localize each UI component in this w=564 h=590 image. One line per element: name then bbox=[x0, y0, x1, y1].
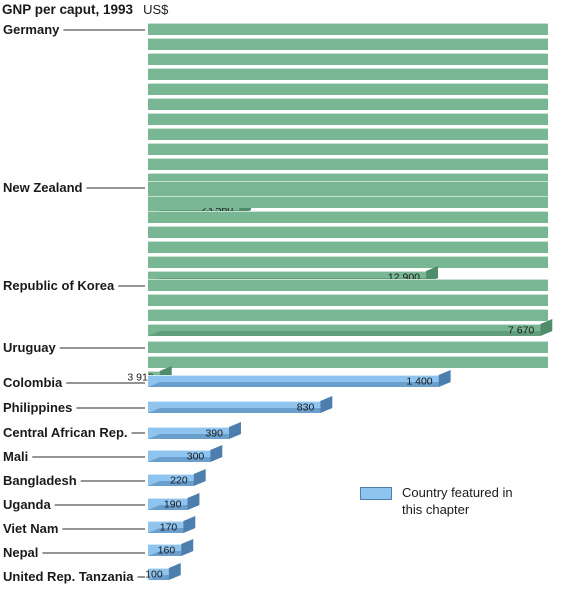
bar-value-label: 390 bbox=[205, 428, 223, 440]
bar-face bbox=[148, 196, 548, 208]
legend-swatch bbox=[360, 487, 392, 500]
bar-group: 160 Nepal bbox=[3, 539, 193, 560]
bar-side bbox=[181, 539, 193, 556]
bar-face bbox=[148, 113, 548, 125]
bar-value-label: 830 bbox=[297, 402, 315, 414]
category-label: Uruguay bbox=[3, 340, 57, 355]
bar-depth bbox=[148, 382, 451, 387]
bar-side bbox=[210, 445, 222, 462]
bar-depth bbox=[148, 331, 552, 336]
bar-face bbox=[148, 356, 548, 368]
bar-face bbox=[148, 279, 548, 291]
category-label: Republic of Korea bbox=[3, 278, 115, 293]
bar-group: 220 Bangladesh bbox=[3, 469, 206, 488]
bar-value-label: 170 bbox=[160, 522, 178, 534]
bar-face bbox=[148, 309, 548, 321]
bar-side bbox=[320, 396, 332, 413]
bar-value-label: 300 bbox=[187, 451, 205, 463]
legend: Country featured in this chapter bbox=[360, 484, 532, 518]
bar-group: 100 United Rep. Tanzania bbox=[3, 563, 181, 584]
bar-side bbox=[439, 370, 451, 387]
bar-face bbox=[148, 83, 548, 95]
category-label: Mali bbox=[3, 449, 28, 464]
bar-face bbox=[148, 23, 548, 35]
category-label: Bangladesh bbox=[3, 473, 77, 488]
bar-group: 170 Viet Nam bbox=[3, 516, 195, 536]
bar-face bbox=[148, 143, 548, 155]
bar-face bbox=[148, 256, 548, 268]
category-label: Philippines bbox=[3, 400, 72, 415]
bar-group: 1 400 Colombia bbox=[3, 370, 451, 390]
bar-value-label: 220 bbox=[170, 475, 188, 487]
category-label: Germany bbox=[3, 22, 60, 37]
bar-group: 190 Uganda bbox=[3, 493, 199, 512]
category-label: New Zealand bbox=[3, 180, 83, 195]
category-label: Central African Rep. bbox=[3, 425, 128, 440]
category-label: Uganda bbox=[3, 497, 51, 512]
bar-value-label: 160 bbox=[158, 545, 176, 557]
bar-side bbox=[183, 516, 195, 533]
bar-value-label: 100 bbox=[145, 569, 163, 581]
bar-face bbox=[148, 341, 548, 353]
bar-group: 390 Central African Rep. bbox=[3, 422, 241, 440]
bar-value-label: 190 bbox=[164, 499, 182, 511]
bar-face bbox=[148, 98, 548, 110]
bar-face bbox=[148, 38, 548, 50]
legend-label: Country featured in this chapter bbox=[402, 484, 532, 518]
bar-face bbox=[148, 158, 548, 170]
bar-side bbox=[169, 563, 181, 580]
bar-group: 300 Mali bbox=[3, 445, 222, 464]
bar-face bbox=[148, 211, 548, 223]
bar-value-label: 7 670 bbox=[508, 325, 534, 337]
bar-value-label: 1 400 bbox=[406, 376, 432, 388]
bar-face bbox=[148, 68, 548, 80]
bar-side bbox=[540, 319, 552, 336]
category-label: Colombia bbox=[3, 375, 63, 390]
bar-face bbox=[148, 241, 548, 253]
bar-face bbox=[148, 53, 548, 65]
category-label: Viet Nam bbox=[3, 521, 58, 536]
bar-side bbox=[229, 422, 241, 439]
category-label: Nepal bbox=[3, 545, 38, 560]
bar-face bbox=[148, 294, 548, 306]
bar-depth bbox=[148, 434, 241, 439]
bar-face bbox=[148, 181, 548, 193]
bar-face bbox=[148, 226, 548, 238]
bar-group: 7 670 Republic of Korea bbox=[3, 278, 552, 337]
bar-side bbox=[187, 493, 199, 510]
bar-group: 830 Philippines bbox=[3, 396, 332, 415]
bar-face bbox=[148, 128, 548, 140]
bar-side bbox=[194, 469, 206, 486]
category-label: United Rep. Tanzania bbox=[3, 569, 134, 584]
